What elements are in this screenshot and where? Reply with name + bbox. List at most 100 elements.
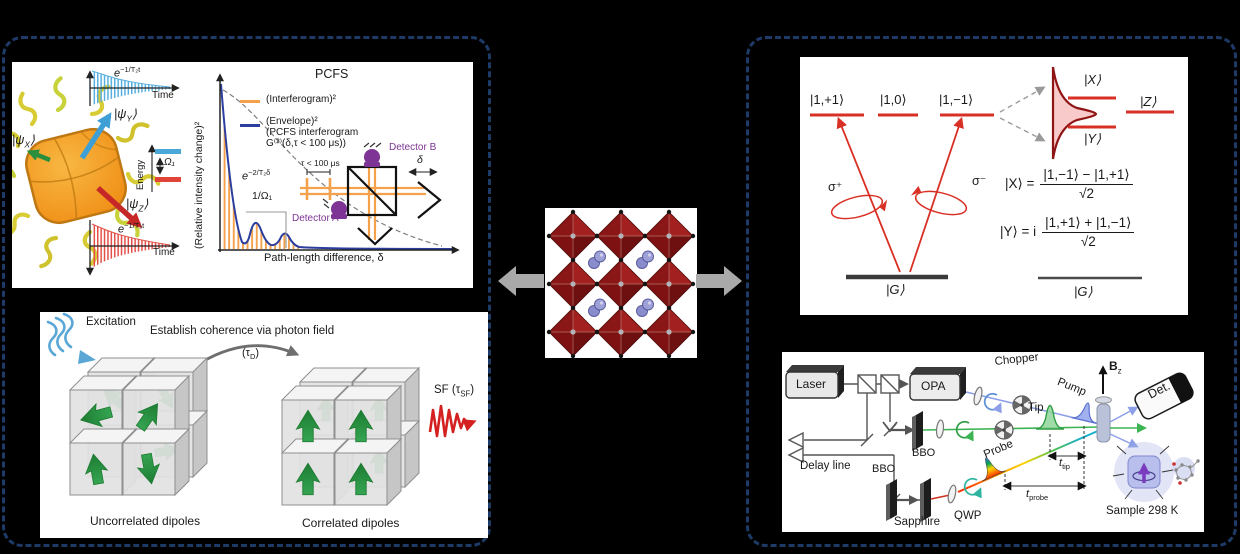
laser-label: Laser — [796, 377, 827, 391]
t-tip-label: ttip — [1059, 457, 1070, 472]
pcfs-title: PCFS — [315, 67, 349, 81]
tip-pulse — [1035, 404, 1065, 430]
correlated-label: Correlated dipoles — [302, 516, 400, 530]
b-field-label: Bz — [1109, 359, 1122, 376]
t-probe-label: tprobe — [1026, 488, 1049, 503]
left-dashed-box — [2, 36, 491, 547]
setup-graphics — [785, 365, 1200, 522]
qwp-label: QWP — [954, 510, 982, 522]
exciton-levels-panel: |1,+1⟩ |1,0⟩ |1,−1⟩ σ⁺ σ⁻ |X⟩ |Z⟩ |Y⟩ |G… — [800, 57, 1188, 315]
delay-mirror-1 — [787, 431, 804, 449]
excitation-arrowhead — [78, 350, 96, 364]
coherence-label: Establish coherence via photon field — [150, 325, 335, 337]
down-arrow-mirror — [882, 421, 898, 433]
sapphire-crystal — [920, 478, 931, 522]
detector-a-icon — [322, 198, 347, 219]
ket-g2-label: |G⟩ — [1074, 284, 1093, 299]
time-axis-top-label: Time — [152, 90, 174, 101]
pcfs-plot — [216, 73, 460, 254]
sample-nanocrystal — [1112, 442, 1174, 502]
pcfs-xlabel: Path-length difference, δ — [264, 252, 384, 264]
energy-level-inset — [148, 144, 181, 192]
sigma-plus-label: σ⁺ — [828, 180, 843, 194]
sf-label: SF (τSF) — [434, 384, 475, 399]
beamsplitters — [857, 374, 900, 394]
sigma-minus-circ-icon — [910, 186, 968, 216]
energy-axis-label: Energy — [135, 159, 146, 190]
detector-b-icon — [363, 142, 382, 167]
quantum-dot — [25, 127, 127, 225]
x-state-formula: |X⟩ = |1,−1⟩ − |1,+1⟩ √2 — [1005, 167, 1133, 201]
pcfs-ylabel: (Relative intensity change)² — [193, 121, 205, 249]
sigma-plus-circ-icon — [830, 194, 888, 220]
time-axis-bottom-label: Time — [153, 247, 175, 258]
output-beams — [1109, 406, 1147, 448]
red-beam — [930, 494, 951, 500]
tip-label: Tip — [1028, 402, 1044, 414]
pcfs-panel: e−1/T₂t Time |ψY⟩ |ψX⟩ |ψZ⟩ Energy Ω₁ e−… — [12, 62, 473, 288]
exp-decay-bottom-label: e−1/T₂t — [118, 221, 145, 236]
laser-box — [785, 365, 844, 399]
timing-marks — [1002, 426, 1087, 491]
xyz-levels — [1068, 96, 1174, 129]
delay-mirror-2 — [787, 446, 804, 464]
bbo-bottom-crystal — [886, 479, 897, 521]
correlated-cluster — [281, 367, 420, 506]
ket-g-label: |G⟩ — [886, 282, 905, 297]
detector-a-label: Detector A — [292, 213, 339, 224]
chopper-wheel-tip — [994, 420, 1014, 440]
ket-z-label: |Z⟩ — [1140, 94, 1157, 109]
pump-pulse — [1071, 402, 1097, 425]
excitation-beam-icon — [46, 312, 74, 357]
detector-box — [1134, 372, 1194, 420]
opa-box — [909, 367, 966, 401]
ket-y-label: |Y⟩ — [1084, 131, 1102, 146]
dipole-graphics — [46, 312, 477, 506]
psi-y-arrow — [79, 112, 112, 160]
delta-label: δ — [417, 154, 423, 166]
coherence-arrow — [201, 344, 300, 364]
uncorrelated-label: Uncorrelated dipoles — [90, 514, 201, 528]
right-dashed-box — [746, 36, 1237, 547]
probe-beam — [957, 429, 1101, 493]
delay-line-label: Delay line — [800, 460, 851, 472]
psi-x-arrow — [26, 149, 51, 163]
optics-icons — [935, 386, 1002, 504]
beam-routing — [803, 379, 922, 507]
opa-label: OPA — [921, 379, 946, 393]
psi-z-arrow — [96, 185, 143, 229]
sf-emission-wave — [428, 404, 477, 438]
ket-10-label: |1,0⟩ — [880, 92, 907, 107]
psi-x-label: |ψX⟩ — [12, 133, 35, 150]
bbo-top-crystal — [912, 411, 923, 451]
bbo-top-label: BBO — [912, 447, 936, 459]
legend-pcfs-line3: G⁽²⁾(δ,τ < 100 μs)) — [266, 138, 346, 149]
psi-y-label: |ψY⟩ — [114, 107, 137, 124]
ket-1m1-label: |1,−1⟩ — [939, 92, 974, 107]
arrow-to-left-icon — [498, 266, 544, 296]
pcfs-panel-graphics — [12, 70, 460, 276]
tau-d-label: (τD) — [242, 347, 260, 362]
level-diagram-graphics — [810, 66, 1174, 280]
exp-decay-top-label: e−1/T₂t — [114, 65, 141, 80]
perovskite-structure — [545, 208, 697, 358]
uncorrelated-cluster — [69, 357, 208, 496]
interferometer — [300, 142, 442, 246]
detector-b-label: Detector B — [389, 142, 437, 153]
exp-coherence-decay-label: e−2/T₂δ — [242, 168, 271, 183]
experimental-setup-panel: Laser OPA Chopper Pump Tip Probe BBO Del… — [782, 351, 1204, 532]
excitation-label: Excitation — [86, 316, 136, 328]
sample-rod — [1095, 396, 1112, 443]
omega1-label: Ω₁ — [164, 157, 175, 168]
perovskite-graphics — [546, 209, 696, 358]
inv-omega-label: 1/Ω₁ — [252, 190, 273, 202]
red-decay-plot — [86, 220, 180, 276]
fine-structure-arrow-lower — [999, 117, 1046, 142]
ket-x-label: |X⟩ — [1084, 72, 1102, 87]
probe-pulse — [982, 457, 1006, 482]
superfluorescence-panel: Excitation Establish coherence via photo… — [40, 312, 488, 538]
y-state-formula: |Y⟩ = i |1,+1⟩ + |1,−1⟩ √2 — [1000, 215, 1135, 249]
sigma-minus-label: σ⁻ — [972, 174, 987, 188]
ligand-molecule — [1172, 457, 1200, 485]
